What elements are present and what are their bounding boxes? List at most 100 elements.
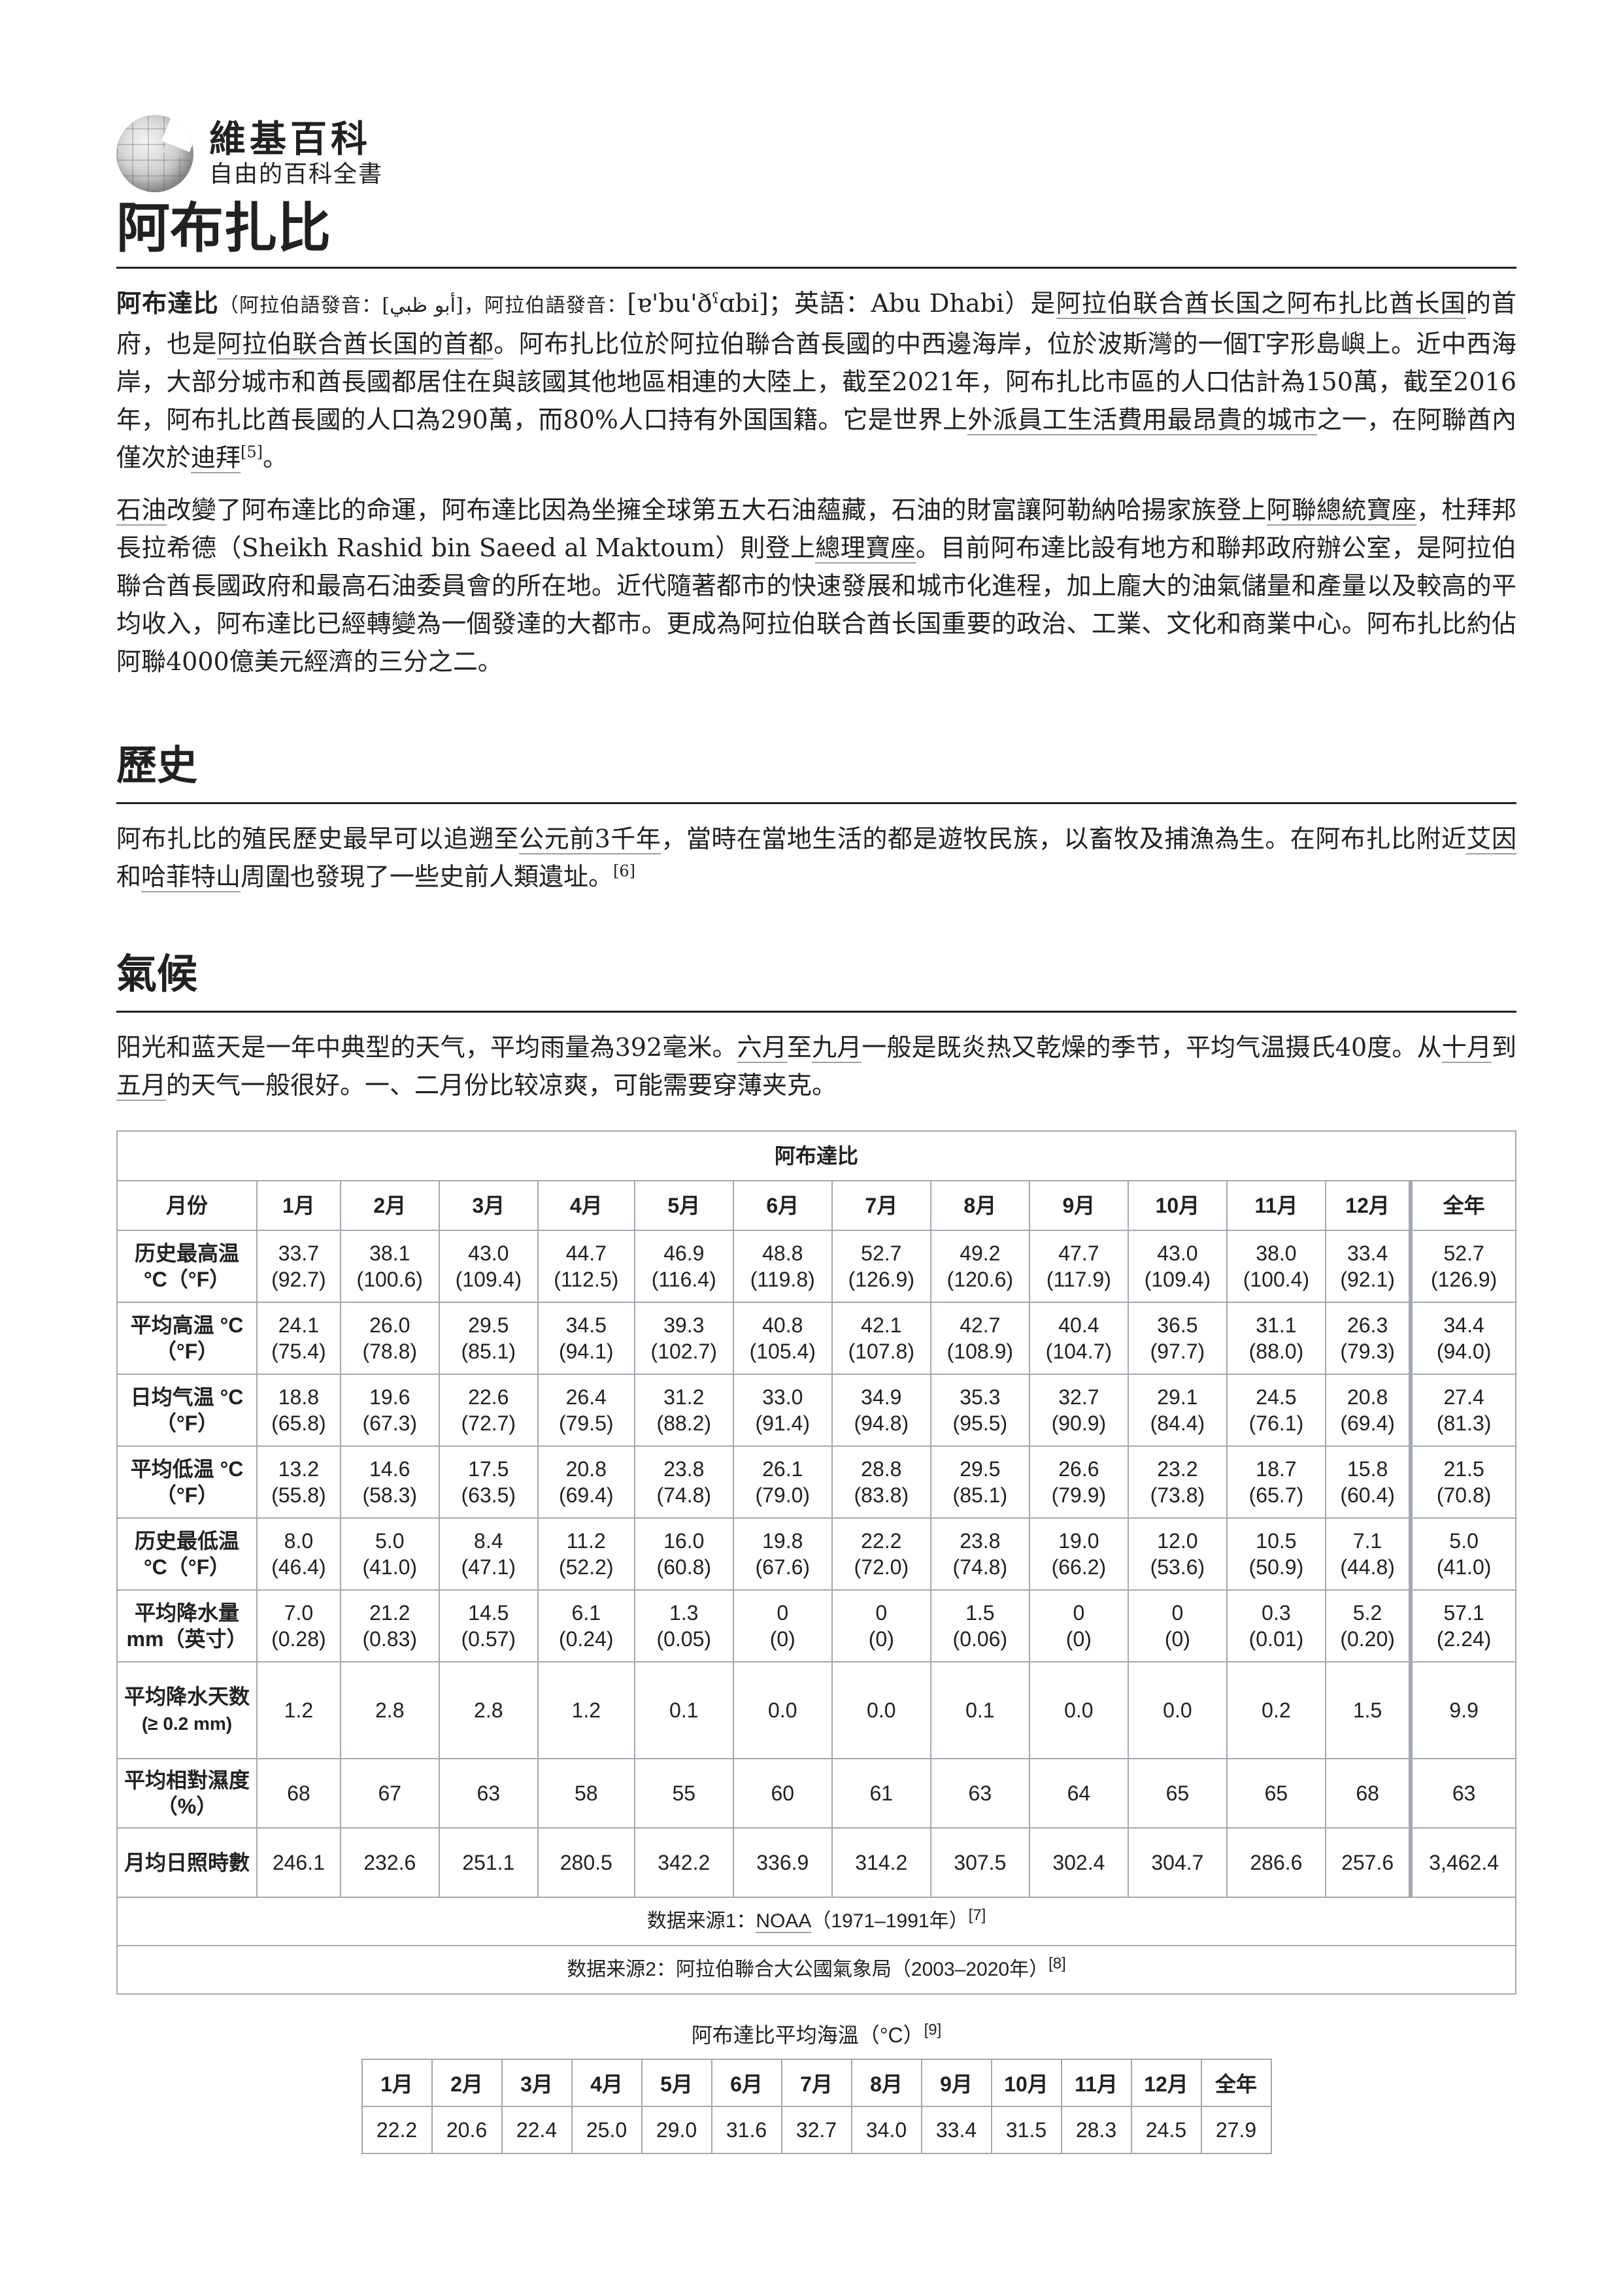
english-label: 英語 — [793, 289, 846, 318]
link-abu-dhabi-emirate[interactable]: 阿拉伯联合酋长国之阿布扎比酋长国 — [1056, 289, 1466, 319]
link-june[interactable]: 六月 — [737, 1033, 787, 1063]
climate-cell: 10.5 (50.9) — [1226, 1517, 1326, 1591]
sea-temp-value: 28.3 — [1060, 2106, 1132, 2154]
climate-cell: 18.8 (65.8) — [256, 1374, 341, 1447]
climate-cell: 68 — [256, 1758, 341, 1829]
climate-row-label-text: 平均相對濕度（%） — [124, 1768, 250, 1818]
link-expat-cost-city[interactable]: 外派員工生活費用最昂貴的城市 — [967, 405, 1317, 435]
link-al-ain[interactable]: 艾因 — [1466, 824, 1516, 854]
climate-cell: 0.1 — [929, 1661, 1030, 1759]
source-prefix: 数据来源1： — [646, 1910, 756, 1932]
climate-row: 平均相對濕度（%） 68 67 63 58 55 60 61 63 64 65 65 68 63 — [116, 1758, 1516, 1829]
link-september[interactable]: 九月 — [812, 1033, 862, 1063]
link-oil[interactable]: 石油 — [116, 496, 167, 526]
climate-cell: 31.2 (88.2) — [633, 1374, 734, 1447]
sea-temp-month: 6月 — [711, 2059, 782, 2107]
climate-cell: 48.8 (119.8) — [732, 1230, 833, 1303]
climate-cell: 1.2 — [537, 1661, 635, 1759]
sea-temp-value: 20.6 — [431, 2106, 503, 2154]
climate-cell: 336.9 — [732, 1827, 833, 1898]
history-paragraph: 阿布扎比的殖民歷史最早可以追遡至公元前3千年，當時在當地生活的都是遊牧民族，以畜… — [116, 820, 1516, 896]
pron2-label: 阿拉伯語發音 — [484, 294, 607, 317]
ipa-text: [ɐ'bu'ðˤɑbi] — [627, 289, 769, 318]
climate-cell: 251.1 — [438, 1827, 539, 1898]
intro-text: 。阿布扎比位於阿拉伯聯合酋長國的中西邊海岸，位於波斯灣的一個T字形島嶼上。近中西… — [116, 329, 1516, 434]
climate-cell: 19.8 (67.6) — [732, 1517, 833, 1591]
link-dubai[interactable]: 迪拜 — [191, 443, 241, 473]
climate-cell: 246.1 — [256, 1827, 341, 1898]
climate-cell: 15.8 (60.4) — [1324, 1445, 1412, 1519]
intro-text: 之一，在阿聯酋內僅次於 — [116, 405, 1516, 472]
climate-header-month: 10月 — [1127, 1180, 1228, 1231]
climate-header-month: 9月 — [1028, 1180, 1129, 1231]
climate-row-label-text: 历史最低温 °C（°F） — [134, 1529, 239, 1579]
climate-cell: 12.0 (53.6) — [1127, 1517, 1228, 1591]
climate-row-label-text: 日均气温 °C（°F） — [130, 1385, 244, 1435]
link-noaa[interactable]: NOAA — [756, 1910, 812, 1933]
site-brand[interactable]: 維基百科 自由的百科全書 — [116, 111, 1516, 196]
citation-5[interactable]: [5] — [241, 443, 263, 462]
link-jebel-hafeet[interactable]: 哈菲特山 — [141, 862, 241, 892]
climate-cell: 1.5 (0.06) — [929, 1589, 1030, 1663]
climate-cell: 5.0 (41.0) — [1409, 1517, 1516, 1591]
sea-temp-month: 4月 — [571, 2059, 643, 2107]
history-text: 周圍也發現了一些史前人類遺址。 — [241, 862, 614, 891]
climate-cell: 67 — [339, 1758, 440, 1829]
climate-cell: 32.7 (90.9) — [1028, 1374, 1129, 1447]
citation-9[interactable]: [9] — [924, 2021, 942, 2039]
climate-cell: 55 — [633, 1758, 734, 1829]
climate-cell: 33.0 (91.4) — [732, 1374, 833, 1447]
climate-cell: 39.3 (102.7) — [633, 1302, 734, 1375]
climate-row-label-sub: (≥ 0.2 mm) — [141, 1714, 233, 1734]
climate-cell: 0 (0) — [732, 1589, 833, 1663]
climate-cell: 18.7 (65.7) — [1226, 1445, 1326, 1519]
climate-row-label-text: 平均降水量 mm（英寸） — [126, 1601, 248, 1651]
climate-cell: 13.2 (55.8) — [256, 1445, 341, 1519]
wikipedia-globe-icon — [116, 115, 193, 192]
citation-8[interactable]: [8] — [1048, 1955, 1066, 1972]
intro-text: 是 — [1030, 289, 1056, 318]
climate-cell: 0.3 (0.01) — [1226, 1589, 1326, 1663]
sea-temp-value: 33.4 — [920, 2106, 992, 2154]
climate-source-2: 数据来源2：阿拉伯聯合大公國氣象局（2003–2020年）[8] — [116, 1945, 1516, 1995]
climate-header-month: 1月 — [256, 1180, 341, 1231]
intro-text: 的首府，也是 — [116, 289, 1517, 358]
brand-text: 維基百科 自由的百科全書 — [209, 118, 383, 189]
climate-cell: 43.0 (109.4) — [1127, 1230, 1228, 1303]
sea-temp-value: 34.0 — [850, 2106, 922, 2154]
climate-cell: 58 — [537, 1758, 635, 1829]
climate-cell: 2.8 — [339, 1661, 440, 1759]
climate-cell: 1.5 — [1324, 1661, 1412, 1759]
climate-cell: 44.7 (112.5) — [537, 1230, 635, 1303]
source-period: （1971–1991年） — [811, 1910, 969, 1932]
link-may[interactable]: 五月 — [116, 1071, 167, 1101]
climate-cell: 2.8 — [438, 1661, 539, 1759]
climate-cell: 19.6 (67.3) — [339, 1374, 440, 1447]
link-uae-capital[interactable]: 阿拉伯联合酋长国的首都 — [216, 329, 494, 360]
sea-temp-value: 31.5 — [990, 2106, 1062, 2154]
climate-cell: 36.5 (97.7) — [1127, 1302, 1228, 1375]
climate-row: 平均高温 °C（°F） 24.1 (75.4) 26.0 (78.8) 29.5 (85.1… — [116, 1302, 1516, 1375]
link-october[interactable]: 十月 — [1441, 1033, 1492, 1063]
sea-temp-month: 8月 — [850, 2059, 922, 2107]
english-name: Sheikh Rashid bin Saeed al Maktoum — [241, 533, 715, 562]
climate-cell: 33.4 (92.1) — [1324, 1230, 1412, 1303]
climate-table-header: 月份 1月 2月 3月 4月 5月 6月 7月 8月 9月 10月 11月 12月 全年 — [116, 1180, 1516, 1231]
sea-temp-header: 1月 2月 3月 4月 5月 6月 7月 8月 9月 10月 11月 12月 全年 — [361, 2059, 1272, 2107]
climate-cell: 35.3 (95.5) — [929, 1374, 1030, 1447]
climate-row-label: 平均低温 °C（°F） — [116, 1445, 258, 1519]
citation-6[interactable]: [6] — [613, 862, 636, 881]
climate-row-label-text: 平均降水天数 — [124, 1685, 250, 1708]
sea-temp-month: 12月 — [1130, 2059, 1202, 2107]
link-3rd-millennium-bc[interactable]: 公元前3千年 — [519, 824, 661, 854]
citation-7[interactable]: [7] — [968, 1906, 986, 1924]
climate-cell: 9.9 — [1409, 1661, 1516, 1759]
link-uae-president[interactable]: 阿聯總統寶座 — [1266, 496, 1417, 526]
link-prime-minister[interactable]: 總理寶座 — [815, 533, 916, 564]
climate-cell: 8.4 (47.1) — [438, 1517, 539, 1591]
intro-paragraph-1: 阿布達比（阿拉伯語發音：[أبو ظبي]，阿拉伯語發音：[ɐ'bu'ðˤɑbi… — [116, 288, 1517, 473]
climate-row: 月均日照時數 246.1 232.6 251.1 280.5 342.2 336.9 314.… — [116, 1827, 1516, 1898]
climate-header-month: 3月 — [438, 1180, 539, 1231]
climate-cell: 7.0 (0.28) — [256, 1589, 341, 1663]
climate-cell: 0.1 — [633, 1661, 734, 1759]
